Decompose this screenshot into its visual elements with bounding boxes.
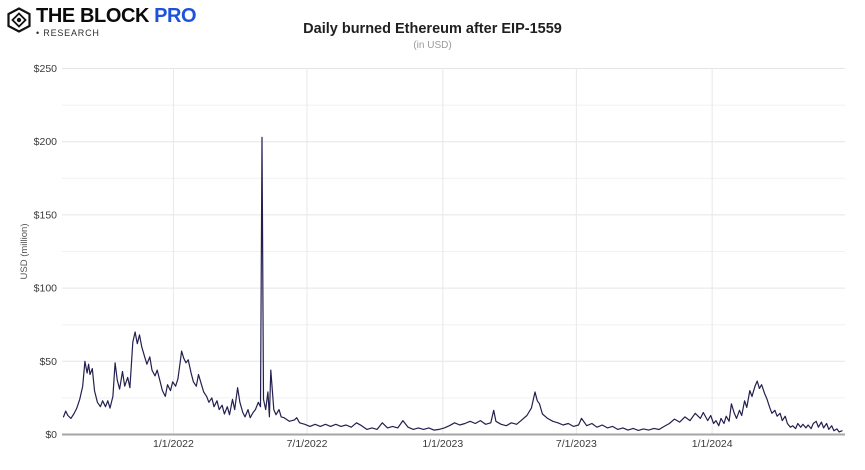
brand-pro-badge: PRO [154, 5, 197, 27]
x-tick-label: 1/1/2022 [153, 438, 194, 450]
y-tick-label: $250 [34, 63, 58, 75]
y-tick-label: $50 [39, 356, 57, 368]
the-block-pro-logo[interactable]: THE BLOCK PRO • RESEARCH [6, 5, 197, 38]
y-axis-label: USD (million) [19, 224, 30, 280]
brand-tagline: RESEARCH [43, 28, 100, 38]
y-tick-label: $150 [34, 209, 58, 221]
x-tick-label: 1/1/2023 [422, 438, 463, 450]
the-block-logo-icon [7, 7, 31, 33]
y-tick-label: $200 [34, 136, 58, 148]
chart-subtitle: (in USD) [413, 40, 452, 51]
x-tick-label: 7/1/2023 [556, 438, 597, 450]
logo-text: THE BLOCK PRO • RESEARCH [36, 5, 197, 38]
burned-eth-series-line [62, 136, 843, 433]
y-tick-label: $0 [45, 429, 57, 441]
brand-name: THE BLOCK [36, 5, 150, 27]
tagline-bullet: • [36, 28, 40, 38]
x-tick-label: 1/1/2024 [692, 438, 733, 450]
y-tick-label: $100 [34, 283, 58, 295]
chart-title: Daily burned Ethereum after EIP-1559 [303, 21, 562, 37]
x-tick-label: 7/1/2022 [287, 438, 328, 450]
